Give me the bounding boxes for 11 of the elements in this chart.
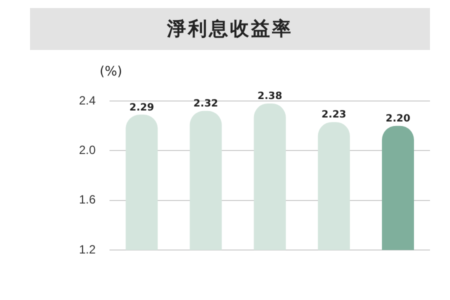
data-label: 2.38: [257, 91, 282, 102]
y-axis-title: (%): [100, 64, 122, 80]
y-tick-label: 1.6: [78, 192, 96, 207]
data-label: 2.29: [129, 102, 154, 114]
y-tick-label: 1.2: [78, 242, 96, 256]
data-label: 2.23: [322, 110, 346, 121]
y-tick-label: 2.0: [78, 142, 96, 157]
y-tick-label: 2.4: [78, 93, 96, 108]
data-label: 2.20: [386, 113, 410, 124]
chart-title: 淨利息收益率: [30, 8, 430, 50]
data-label: 2.32: [193, 98, 218, 110]
